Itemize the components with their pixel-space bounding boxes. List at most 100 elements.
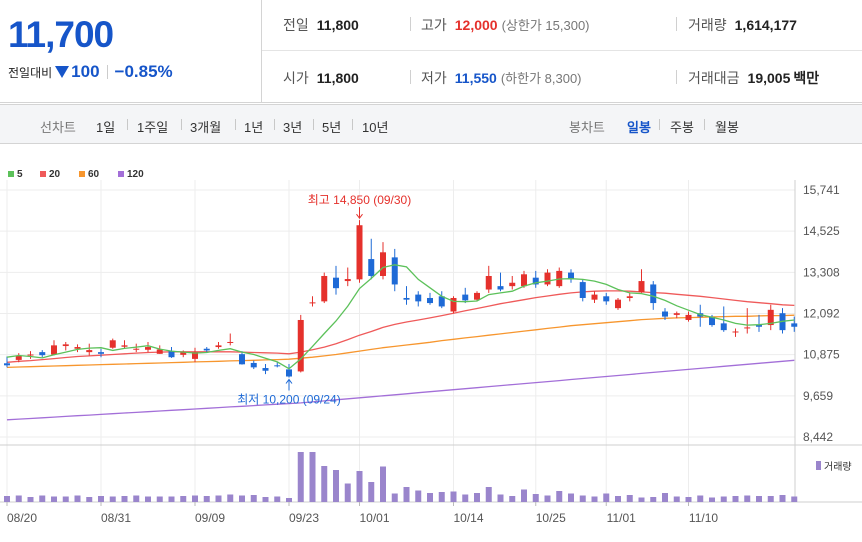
- candle-body: [485, 275, 492, 290]
- legend-swatch: [8, 171, 14, 177]
- upper-limit: (상한가 15,300): [501, 18, 590, 33]
- divider: [235, 119, 236, 130]
- prev-close-label: 전일: [283, 17, 309, 33]
- volume-bar: [427, 493, 433, 502]
- period-1d[interactable]: 1일: [96, 120, 116, 135]
- candle-body: [239, 354, 245, 365]
- candle-body: [86, 350, 93, 353]
- candle-body: [192, 352, 198, 359]
- candle-body: [333, 277, 339, 289]
- volume-bar: [27, 497, 34, 502]
- volume-bar: [239, 495, 245, 502]
- x-tick-label: 11/10: [689, 511, 718, 525]
- current-price: 11,700: [8, 14, 114, 55]
- candle-daily[interactable]: 일봉: [627, 120, 651, 135]
- ma5-line: [6, 264, 795, 370]
- candle-body: [591, 294, 598, 300]
- candle-body: [615, 299, 621, 309]
- divider: [181, 119, 182, 130]
- volume-bar: [521, 489, 527, 502]
- x-tick-label: 09/23: [289, 511, 319, 525]
- ma20-line: [6, 290, 795, 363]
- row-divider: [262, 50, 862, 51]
- candle-body: [203, 348, 210, 351]
- legend-swatch: [40, 171, 46, 177]
- candle-body: [109, 340, 116, 348]
- candle-body: [720, 323, 727, 331]
- legend-label: 120: [127, 169, 144, 180]
- divider: [352, 119, 353, 130]
- legend-swatch: [79, 171, 85, 177]
- volume-bar: [321, 466, 328, 502]
- candle-body: [39, 352, 46, 356]
- period-3m[interactable]: 3개월: [190, 120, 222, 135]
- volume-bar: [615, 496, 621, 502]
- volume-bar: [109, 496, 116, 502]
- volume-bar: [474, 493, 480, 502]
- volume-bar: [673, 496, 680, 502]
- volume-bar: [333, 470, 339, 502]
- y-tick-label: 10,875: [803, 348, 840, 362]
- x-tick-label: 08/20: [7, 511, 37, 525]
- price-summary: 11,700 전일대비 100 −0.85% 전일 11,800 고가 12,0…: [0, 0, 862, 103]
- volume-bar: [697, 495, 704, 502]
- candle-body: [145, 347, 151, 350]
- period-3y[interactable]: 3년: [283, 120, 303, 135]
- lower-limit: (하한가 8,300): [500, 71, 582, 86]
- volume-bar: [274, 496, 281, 502]
- volume-bar: [591, 496, 598, 502]
- low-annotation: 최저 10,200 (09/24): [237, 393, 340, 407]
- volume-bar: [250, 495, 257, 502]
- volume-bar: [497, 494, 504, 502]
- volume-bar: [720, 496, 727, 502]
- candle-body: [62, 344, 69, 347]
- divider: [659, 119, 660, 130]
- low-label: 저가: [421, 70, 447, 86]
- volume-value: 1,614,177: [734, 17, 797, 33]
- volume-bar: [15, 495, 22, 502]
- period-1w[interactable]: 1주일: [137, 120, 169, 135]
- volume-bar: [662, 493, 668, 502]
- volume-bar: [168, 496, 175, 502]
- candle-body: [544, 272, 551, 285]
- volume-bar: [86, 497, 93, 502]
- candle-body: [168, 351, 175, 358]
- candle-body: [438, 296, 445, 307]
- candle-body: [391, 257, 398, 285]
- candle-body: [791, 323, 798, 327]
- candle-body: [98, 352, 104, 354]
- volume-bar: [650, 497, 657, 502]
- candle-body: [51, 345, 57, 355]
- volume-bar: [297, 452, 304, 502]
- volume-bar: [356, 471, 363, 502]
- candle-monthly[interactable]: 월봉: [715, 120, 739, 135]
- candle-body: [579, 282, 586, 298]
- change-label: 전일대비: [8, 65, 53, 80]
- volume-bar: [626, 495, 633, 502]
- x-tick-label: 09/09: [195, 511, 225, 525]
- candle-body: [509, 282, 516, 287]
- volume-bar: [462, 494, 469, 502]
- prev-close-value: 11,800: [316, 17, 359, 33]
- candle-body: [4, 363, 10, 366]
- x-tick-label: 10/01: [359, 511, 389, 525]
- candle-weekly[interactable]: 주봉: [670, 120, 694, 135]
- volume-bar: [227, 494, 234, 502]
- candle-body: [380, 252, 386, 276]
- candle-body: [732, 331, 739, 333]
- volume-bar: [74, 495, 81, 502]
- volume-bar: [415, 490, 422, 502]
- grid-lines: [0, 180, 795, 502]
- volume-bar: [133, 495, 140, 502]
- period-5y[interactable]: 5년: [322, 120, 342, 135]
- volume-bar: [779, 495, 786, 502]
- candle-body: [15, 355, 22, 360]
- divider: [676, 70, 677, 84]
- candle-body: [133, 348, 140, 350]
- period-10y[interactable]: 10년: [362, 120, 389, 135]
- x-tick-label: 11/01: [607, 511, 636, 525]
- period-1y[interactable]: 1년: [244, 120, 264, 135]
- volume-bar: [767, 496, 774, 502]
- candle-body: [474, 292, 480, 300]
- volume-bar: [544, 495, 551, 502]
